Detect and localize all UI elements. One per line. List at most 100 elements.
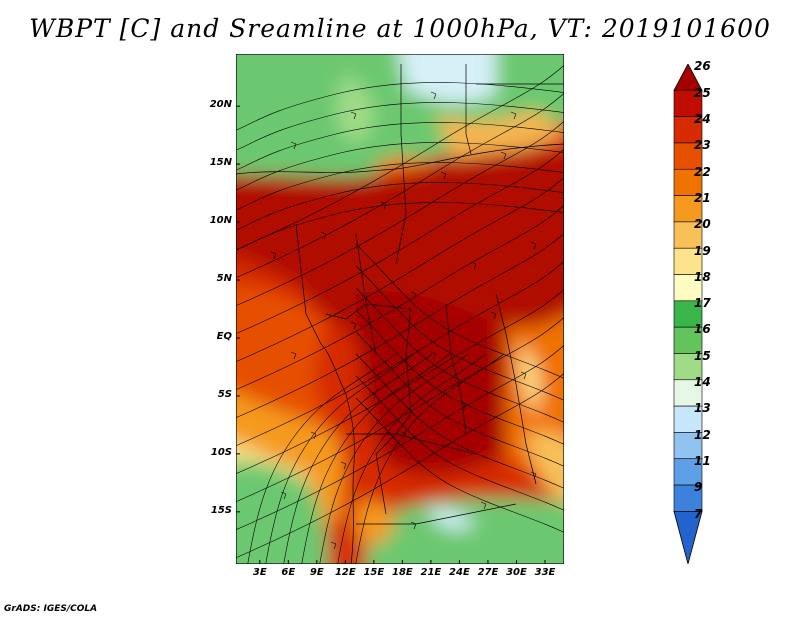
streamline [380, 201, 387, 210]
wbpt-streamline-map [236, 54, 564, 564]
lat-label: 20N [209, 99, 232, 111]
colorbar-label: 16 [694, 322, 711, 337]
streamline [265, 353, 415, 564]
streamline [370, 391, 377, 400]
streamline [470, 261, 477, 270]
colorbar-label: 25 [694, 85, 711, 100]
colorbar-bottom-triangle [673, 510, 703, 564]
lon-label: 15E [363, 567, 385, 578]
colorbar-label: 21 [694, 190, 711, 205]
lat-label: 15N [209, 157, 232, 169]
streamline [236, 122, 564, 171]
streamline [236, 64, 564, 251]
streamline [320, 231, 327, 240]
streamline [236, 148, 564, 335]
colorbar-segment [673, 195, 703, 223]
lon-label: 6E [281, 567, 296, 578]
streamline [490, 311, 497, 320]
colorbar-label: 22 [694, 164, 711, 179]
streamline [290, 141, 297, 150]
streamline [236, 260, 564, 447]
colorbar-label: 13 [694, 401, 711, 416]
colorbar-label: 12 [694, 427, 711, 442]
streamline [319, 353, 469, 564]
streamline [270, 251, 277, 260]
lat-label: 10S [210, 446, 232, 458]
streamline [355, 287, 564, 423]
colorbar-label: 14 [694, 375, 711, 390]
colorbar-segment [673, 168, 703, 196]
streamline [330, 541, 337, 550]
streamline [400, 431, 407, 440]
streamline [530, 241, 537, 250]
lon-label: 18E [392, 567, 413, 578]
streamline [290, 351, 297, 360]
streamline [236, 202, 564, 251]
streamline [430, 351, 437, 360]
streamline [460, 401, 467, 410]
streamline [355, 353, 564, 489]
colorbar-label: 18 [694, 269, 711, 284]
colorbar-segment [673, 300, 703, 328]
colorbar-segment [673, 221, 703, 249]
colorbar-label: 19 [694, 243, 711, 258]
colorbar-label: 23 [694, 138, 711, 153]
streamline [236, 288, 564, 475]
colorbar-segment [673, 458, 703, 486]
streamline [337, 353, 487, 564]
colorbar-segment [673, 116, 703, 144]
streamline [355, 265, 564, 401]
streamline [355, 397, 564, 533]
streamline [236, 182, 564, 231]
colorbar-label: 26 [694, 59, 711, 74]
colorbar-segment [673, 274, 703, 302]
colorbar-segment [673, 405, 703, 433]
streamline [236, 344, 564, 531]
streamline [310, 431, 317, 440]
colorbar-label: 9 [694, 480, 703, 495]
streamline [236, 102, 564, 151]
streamline [236, 142, 564, 191]
map-title: WBPT [C] and Sreamline at 1000hPa, VT: 2… [29, 14, 771, 43]
streamline [236, 92, 564, 279]
lat-label: 15S [210, 504, 232, 516]
streamline [247, 353, 397, 564]
colorbar-label: 7 [694, 506, 703, 521]
streamline [355, 243, 564, 379]
streamline [283, 353, 433, 564]
colorbar-label: 24 [694, 111, 711, 126]
streamline [410, 521, 417, 530]
lon-label: 24E [449, 567, 470, 578]
streamline [355, 331, 564, 467]
streamline [500, 151, 507, 160]
lon-label: 9E [309, 567, 324, 578]
streamline [440, 171, 447, 180]
streamline [280, 491, 287, 500]
streamline [355, 375, 564, 511]
streamline [530, 471, 537, 480]
streamline [350, 321, 357, 330]
lon-label: 12E [334, 567, 356, 578]
streamline [236, 232, 564, 419]
colorbar-segment [673, 142, 703, 170]
lon-label: 21E [420, 567, 442, 578]
lon-label: 30E [506, 567, 527, 578]
colorbar-segment [673, 379, 703, 407]
streamline [340, 461, 347, 470]
streamline [510, 111, 517, 120]
streamline [236, 176, 564, 363]
streamline [480, 501, 487, 510]
streamline [236, 204, 564, 391]
colorbar-segment [673, 353, 703, 381]
streamline [236, 82, 564, 131]
lat-label: EQ [216, 330, 232, 342]
streamline [355, 353, 505, 564]
streamline [301, 353, 451, 564]
colorbar-label: 20 [694, 217, 711, 232]
streamline [236, 316, 564, 503]
colorbar-label: 17 [694, 296, 711, 311]
grads-credit: GrADS: IGES/COLA [4, 604, 98, 614]
streamline [236, 372, 564, 559]
streamline [520, 371, 527, 380]
colorbar-label: 15 [694, 348, 711, 363]
